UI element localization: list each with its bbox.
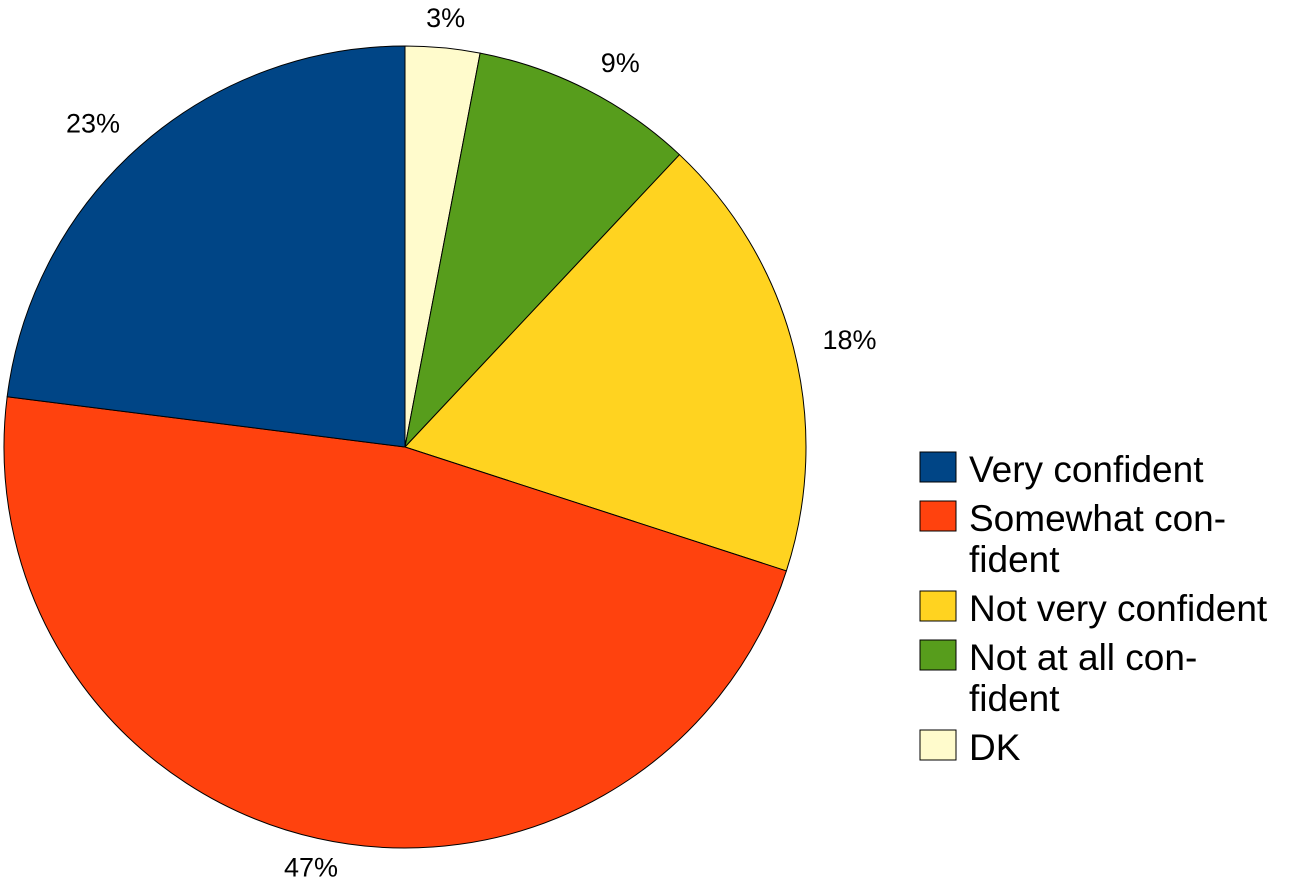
pie-slice-somewhat-confident — [3, 396, 787, 849]
pie-slice-not-very-confident — [404, 154, 807, 572]
legend-swatch-not-very-confident — [919, 590, 957, 622]
legend-item-not-very-confident: Not very confident — [919, 588, 1268, 629]
pie-slice-very-confident — [6, 45, 406, 448]
pie-data-labels: 3% 9% 18% 47% 23% — [66, 3, 877, 883]
legend-item-dk: DK — [919, 727, 1021, 768]
data-label-not-at-all-confident: 9% — [601, 48, 640, 78]
legend-label-somewhat-confident: Somewhat con- — [969, 498, 1226, 539]
legend-item-somewhat-confident: Somewhat con-fident — [919, 498, 1226, 580]
data-label-very-confident: 23% — [66, 109, 120, 139]
legend-item-not-at-all-confident: Not at all con-fident — [919, 637, 1197, 719]
legend-label-not-at-all-confident-line2: fident — [969, 678, 1060, 719]
legend-label-dk: DK — [969, 727, 1021, 768]
legend-swatch-somewhat-confident — [919, 500, 957, 532]
data-label-somewhat-confident: 47% — [284, 853, 338, 883]
legend: Very confident Somewhat con-fident Not ver… — [919, 449, 1268, 768]
legend-item-very-confident: Very confident — [919, 449, 1204, 490]
legend-label-not-at-all-confident: Not at all con- — [969, 637, 1197, 678]
legend-swatch-dk — [919, 729, 957, 761]
legend-label-not-very-confident: Not very confident — [969, 588, 1268, 629]
legend-label-somewhat-confident-line2: fident — [969, 539, 1060, 580]
pie-slices — [3, 45, 807, 849]
legend-label-very-confident: Very confident — [969, 449, 1204, 490]
data-label-dk: 3% — [426, 3, 465, 33]
data-label-not-very-confident: 18% — [823, 325, 877, 355]
pie-slice-not-at-all-confident — [404, 52, 680, 448]
legend-swatch-not-at-all-confident — [919, 639, 957, 671]
legend-swatch-very-confident — [919, 451, 957, 483]
